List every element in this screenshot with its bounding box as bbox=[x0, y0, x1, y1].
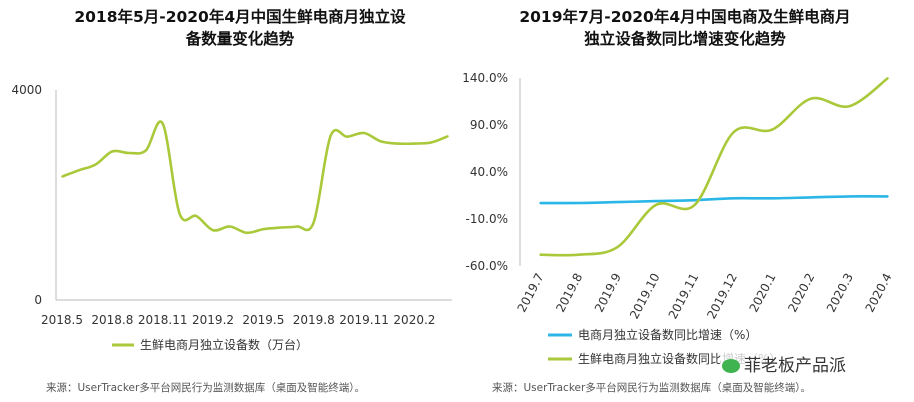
left-data-point bbox=[346, 135, 349, 138]
right-data-point bbox=[616, 246, 619, 248]
right-series-fresh-line bbox=[539, 76, 889, 257]
left-data-point bbox=[279, 226, 282, 229]
right-data-point bbox=[655, 200, 657, 202]
watermark: 菲老板产品派 bbox=[720, 351, 848, 376]
left-y-tick-label: 0 bbox=[34, 293, 42, 307]
right-x-tick-label: 2020.2 bbox=[785, 271, 817, 315]
left-x-tick-label: 2019.11 bbox=[339, 313, 389, 327]
left-source-note: 来源：UserTracker多平台网民行为监测数据库（桌面及智能终端）。 bbox=[46, 382, 366, 394]
left-x-tick-label: 2018.8 bbox=[91, 313, 133, 327]
right-y-tick-label: 140.0% bbox=[462, 71, 508, 85]
left-title-line1: 2018年5月-2020年4月中国生鲜电商月独立设 bbox=[74, 8, 406, 26]
left-x-tick-label: 2018.11 bbox=[138, 313, 188, 327]
right-x-tick-label: 2019.12 bbox=[704, 271, 740, 321]
left-data-point bbox=[178, 212, 181, 215]
right-legend-label-ecommerce: 电商月独立设备数同比增速（%） bbox=[578, 327, 757, 342]
right-data-point bbox=[693, 204, 696, 206]
left-data-point bbox=[430, 141, 433, 144]
right-data-point bbox=[848, 195, 851, 198]
right-x-tick-label: 2020.3 bbox=[824, 271, 856, 315]
right-data-point bbox=[577, 202, 580, 204]
right-y-tick-label: -60.0% bbox=[466, 259, 508, 273]
left-data-point bbox=[94, 163, 97, 166]
left-data-point bbox=[413, 142, 416, 145]
right-data-point bbox=[771, 128, 773, 131]
right-source-note: 来源：UserTracker多平台网民行为监测数据库（桌面及智能终端）。 bbox=[492, 382, 812, 394]
right-data-point bbox=[539, 202, 541, 204]
left-data-point bbox=[229, 225, 231, 228]
right-series-ecommerce-line bbox=[539, 195, 889, 205]
right-y-tick-label: 40.0% bbox=[470, 165, 508, 179]
right-y-tick-label: 90.0% bbox=[470, 118, 508, 132]
right-title-line1: 2019年7月-2020年4月中国电商及生鲜电商月 bbox=[519, 8, 851, 26]
right-data-point bbox=[732, 131, 735, 134]
right-title-line2: 独立设备数同比增速变化趋势 bbox=[584, 30, 786, 48]
right-data-point bbox=[887, 195, 889, 198]
left-legend-label: 生鲜电商月独立设备数（万台） bbox=[140, 337, 308, 352]
left-data-point bbox=[329, 135, 332, 137]
left-y-tick-label: 4000 bbox=[11, 83, 42, 97]
left-data-point bbox=[161, 122, 164, 125]
right-x-tick-label: 2019.11 bbox=[666, 271, 702, 321]
right-chart-title: 2019年7月-2020年4月中国电商及生鲜电商月 独立设备数同比增速变化趋势 bbox=[470, 6, 900, 50]
right-data-point bbox=[887, 77, 889, 79]
left-data-point bbox=[396, 142, 399, 145]
wechat-icon bbox=[722, 359, 740, 373]
right-data-point bbox=[577, 253, 580, 256]
right-x-tick-label: 2020.4 bbox=[863, 271, 895, 315]
right-data-point bbox=[771, 197, 773, 200]
watermark-text: 菲老板产品派 bbox=[744, 356, 846, 376]
left-data-point bbox=[195, 215, 198, 217]
right-data-point bbox=[809, 97, 812, 100]
left-x-tick-label: 2019.8 bbox=[293, 313, 335, 327]
left-data-point bbox=[61, 175, 63, 178]
right-data-point bbox=[848, 105, 851, 107]
left-chart-title: 2018年5月-2020年4月中国生鲜电商月独立设 备数量变化趋势 bbox=[40, 6, 440, 50]
right-x-tick-label: 2019.9 bbox=[592, 271, 624, 315]
right-data-point bbox=[732, 197, 735, 200]
left-data-point bbox=[212, 229, 214, 231]
left-x-tick-label: 2019.2 bbox=[192, 313, 234, 327]
left-data-point bbox=[296, 225, 298, 228]
left-x-tick-label: 2020.2 bbox=[393, 313, 435, 327]
left-data-point bbox=[245, 232, 248, 234]
left-x-tick-label: 2019.5 bbox=[242, 313, 284, 327]
left-x-tick-label: 2018.5 bbox=[41, 313, 83, 327]
left-data-point bbox=[111, 150, 114, 153]
right-data-point bbox=[539, 253, 541, 256]
left-data-point bbox=[145, 149, 147, 152]
left-title-line2: 备数量变化趋势 bbox=[185, 30, 295, 48]
left-series-line bbox=[61, 120, 449, 235]
left-data-point bbox=[447, 135, 449, 137]
right-y-tick-label: -10.0% bbox=[466, 212, 508, 226]
right-data-point bbox=[616, 201, 619, 203]
right-x-tick-label: 2019.8 bbox=[553, 271, 585, 315]
left-data-point bbox=[312, 221, 315, 224]
right-data-point bbox=[655, 204, 657, 206]
right-x-tick-label: 2019.7 bbox=[515, 271, 547, 315]
left-data-point bbox=[128, 152, 130, 154]
left-data-point bbox=[262, 228, 265, 230]
right-x-tick-label: 2020.1 bbox=[747, 271, 779, 315]
right-x-tick-label: 2019.10 bbox=[627, 271, 663, 321]
right-data-point bbox=[809, 196, 812, 199]
right-data-point bbox=[693, 199, 696, 201]
left-data-point bbox=[363, 132, 365, 134]
left-data-point bbox=[380, 140, 382, 143]
left-data-point bbox=[78, 169, 80, 172]
